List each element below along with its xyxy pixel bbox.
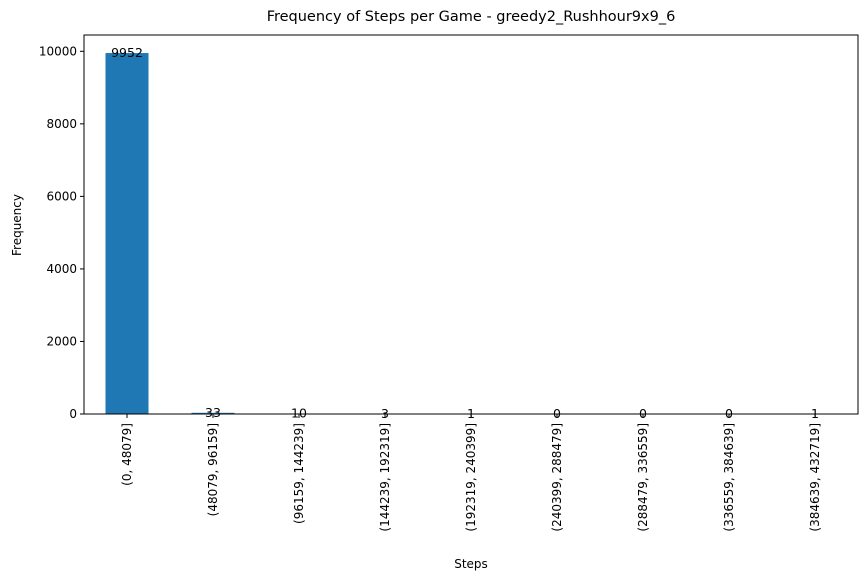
y-axis-label: Frequency <box>10 194 24 256</box>
y-tick-label: 0 <box>69 407 77 421</box>
x-tick-label: (144239, 192319] <box>378 423 392 532</box>
x-tick-label: (288479, 336559] <box>636 423 650 532</box>
data-label: 9952 <box>111 45 143 60</box>
x-tick-label: (240399, 288479] <box>550 423 564 532</box>
y-tick-label: 8000 <box>46 117 77 131</box>
data-label: 3 <box>381 406 389 421</box>
x-axis-label: Steps <box>454 557 488 571</box>
x-axis: (0, 48079] (48079, 96159] (96159, 144239] (… <box>120 414 822 532</box>
x-tick-label: (384639, 432719] <box>808 423 822 532</box>
y-axis: 0 2000 4000 6000 8000 10000 <box>39 44 84 421</box>
x-tick-label: (96159, 144239] <box>292 423 306 524</box>
bar <box>105 53 149 415</box>
x-tick-label: (0, 48079] <box>120 423 134 486</box>
chart-title: Frequency of Steps per Game - greedy2_Ru… <box>267 9 676 25</box>
y-tick-label: 4000 <box>46 262 77 276</box>
bar <box>191 412 235 414</box>
x-tick-label: (192319, 240399] <box>464 423 478 532</box>
y-tick-label: 10000 <box>39 44 77 58</box>
x-tick-label: (336559, 384639] <box>722 423 736 532</box>
bars-group <box>105 53 837 415</box>
x-tick-label: (48079, 96159] <box>206 423 220 516</box>
y-tick-label: 2000 <box>46 334 77 348</box>
plot-frame <box>83 34 859 415</box>
data-label: 10 <box>291 406 307 421</box>
data-label: 1 <box>467 406 475 421</box>
y-tick-label: 6000 <box>46 189 77 203</box>
data-label: 1 <box>811 406 819 421</box>
data-label: 33 <box>205 405 221 420</box>
